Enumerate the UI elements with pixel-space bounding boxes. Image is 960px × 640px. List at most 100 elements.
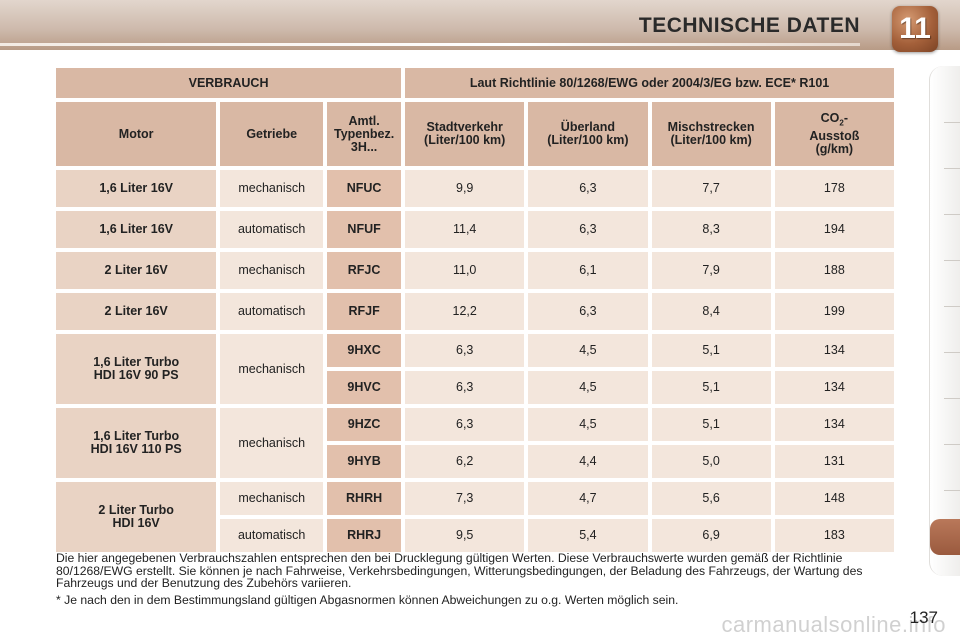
misch-cell: 5,1 — [651, 371, 771, 404]
motor-cell: 1,6 Liter Turbo HDI 16V 90 PS — [56, 334, 217, 404]
getriebe-cell: mechanisch — [220, 334, 324, 404]
col-typenbez: Amtl. Typenbez. 3H... — [327, 102, 402, 166]
consumption-table: VERBRAUCH Laut Richtlinie 80/1268/EWG od… — [52, 64, 898, 556]
stadt-cell: 6,3 — [405, 408, 525, 441]
col-motor: Motor — [56, 102, 217, 166]
chapter-badge: 11 — [892, 6, 938, 52]
co2-cell: 199 — [774, 293, 894, 330]
typ-cell: 9HYB — [327, 445, 402, 478]
ueber-cell: 4,5 — [528, 408, 648, 441]
ueber-cell: 4,4 — [528, 445, 648, 478]
motor-cell: 1,6 Liter Turbo HDI 16V 110 PS — [56, 408, 217, 478]
chapter-tab[interactable] — [944, 444, 960, 445]
co2-cell: 188 — [774, 252, 894, 289]
col-co2: CO2- Ausstoß (g/km) — [774, 102, 894, 166]
typ-cell: 9HZC — [327, 408, 402, 441]
col-getriebe: Getriebe — [220, 102, 324, 166]
ueber-cell: 4,7 — [528, 482, 648, 515]
motor-cell: 1,6 Liter 16V — [56, 170, 217, 207]
misch-cell: 5,6 — [651, 482, 771, 515]
motor-cell: 2 Liter 16V — [56, 293, 217, 330]
table-row: 2 Liter 16V automatisch RFJF 12,2 6,3 8,… — [56, 293, 894, 330]
table-title-row: VERBRAUCH Laut Richtlinie 80/1268/EWG od… — [56, 68, 894, 98]
stadt-cell: 11,4 — [405, 211, 525, 248]
table-row: 1,6 Liter Turbo HDI 16V 110 PS mechanisch… — [56, 408, 894, 478]
chapter-tab[interactable] — [944, 214, 960, 215]
stadt-cell: 6,2 — [405, 445, 525, 478]
motor-cell: 1,6 Liter 16V — [56, 211, 217, 248]
ueber-cell: 4,5 — [528, 334, 648, 367]
typ-cell: NFUF — [327, 211, 402, 248]
co2-cell: 148 — [774, 482, 894, 515]
ueber-cell: 6,3 — [528, 170, 648, 207]
stadt-cell: 6,3 — [405, 371, 525, 404]
misch-cell: 7,9 — [651, 252, 771, 289]
column-header-row: Motor Getriebe Amtl. Typenbez. 3H... Stadt… — [56, 102, 894, 166]
chapter-tab[interactable] — [944, 306, 960, 307]
table-row: 1,6 Liter 16V automatisch NFUF 11,4 6,3 … — [56, 211, 894, 248]
misch-cell: 6,9 — [651, 519, 771, 552]
col-ueberland: Überland (Liter/100 km) — [528, 102, 648, 166]
stadt-cell: 11,0 — [405, 252, 525, 289]
stadt-cell: 9,9 — [405, 170, 525, 207]
ueber-cell: 6,3 — [528, 293, 648, 330]
getriebe-cell: automatisch — [220, 519, 324, 552]
typ-cell: RHRH — [327, 482, 402, 515]
getriebe-cell: mechanisch — [220, 482, 324, 515]
table-title-right: Laut Richtlinie 80/1268/EWG oder 2004/3/… — [405, 68, 894, 98]
chapter-tab-strip — [929, 66, 960, 576]
getriebe-cell: mechanisch — [220, 252, 324, 289]
getriebe-cell: mechanisch — [220, 170, 324, 207]
chapter-tab[interactable] — [944, 398, 960, 399]
typ-cell: RFJF — [327, 293, 402, 330]
misch-cell: 8,3 — [651, 211, 771, 248]
co2-cell: 131 — [774, 445, 894, 478]
col-mischstrecken: Mischstrecken (Liter/100 km) — [651, 102, 771, 166]
table-row: 9HVC 6,3 4,5 5,1 134 — [56, 371, 894, 404]
getriebe-cell: automatisch — [220, 211, 324, 248]
chapter-tab[interactable] — [944, 122, 960, 123]
table-row: 1,6 Liter 16V mechanisch NFUC 9,9 6,3 7,… — [56, 170, 894, 207]
chapter-tab[interactable] — [944, 352, 960, 353]
co2-cell: 178 — [774, 170, 894, 207]
footnote-asterisk: * Je nach den in dem Bestimmungsland gül… — [56, 593, 679, 607]
table-row: 2 Liter Turbo HDI 16V mechanisch RHRH 7,3… — [56, 482, 894, 552]
misch-cell: 7,7 — [651, 170, 771, 207]
table-title-left: VERBRAUCH — [56, 68, 402, 98]
co2-cell: 134 — [774, 371, 894, 404]
chapter-tab[interactable] — [944, 168, 960, 169]
ueber-cell: 5,4 — [528, 519, 648, 552]
getriebe-cell: mechanisch — [220, 408, 324, 478]
motor-cell: 2 Liter Turbo HDI 16V — [56, 482, 217, 552]
typ-cell: RFJC — [327, 252, 402, 289]
page-title: TECHNISCHE DATEN — [638, 14, 860, 37]
typ-cell: RHRJ — [327, 519, 402, 552]
misch-cell: 5,1 — [651, 408, 771, 441]
ueber-cell: 6,3 — [528, 211, 648, 248]
misch-cell: 5,1 — [651, 334, 771, 367]
table-row: automatisch RHRJ 9,5 5,4 6,9 183 — [56, 519, 894, 552]
ueber-cell: 4,5 — [528, 371, 648, 404]
co2-cell: 134 — [774, 334, 894, 367]
table-row: 1,6 Liter Turbo HDI 16V 90 PS mechanisch … — [56, 334, 894, 404]
chapter-tab[interactable] — [944, 490, 960, 491]
misch-cell: 5,0 — [651, 445, 771, 478]
header-divider — [0, 43, 860, 46]
co2-cell: 194 — [774, 211, 894, 248]
stadt-cell: 9,5 — [405, 519, 525, 552]
typ-cell: NFUC — [327, 170, 402, 207]
chapter-tab-active[interactable] — [930, 519, 960, 555]
ueber-cell: 6,1 — [528, 252, 648, 289]
co2-cell: 134 — [774, 408, 894, 441]
getriebe-cell: automatisch — [220, 293, 324, 330]
col-stadtverkehr: Stadtverkehr (Liter/100 km) — [405, 102, 525, 166]
chapter-tab[interactable] — [944, 260, 960, 261]
header-band — [0, 0, 960, 50]
typ-cell: 9HXC — [327, 334, 402, 367]
page-number: 137 — [909, 608, 938, 627]
watermark: carmanualsonline.info — [721, 612, 946, 637]
co2-cell: 183 — [774, 519, 894, 552]
table-row: 2 Liter 16V mechanisch RFJC 11,0 6,1 7,9… — [56, 252, 894, 289]
stadt-cell: 6,3 — [405, 334, 525, 367]
stadt-cell: 12,2 — [405, 293, 525, 330]
